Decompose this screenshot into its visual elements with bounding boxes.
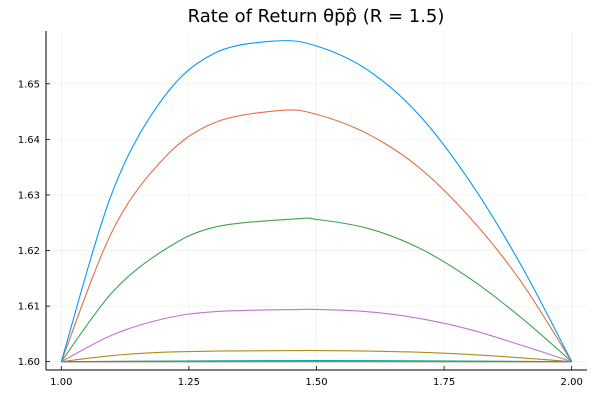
series-line-5 [61,349,572,363]
series-line-1 [60,40,573,362]
y-tick-label: 1.63 [18,190,40,201]
x-tick-label: 1.75 [433,377,455,388]
series-line-6 [61,359,572,363]
y-tick-label: 1.64 [18,135,40,146]
y-tick-label: 1.61 [18,302,40,313]
x-tick-label: 1.00 [50,377,72,388]
y-tick-label: 1.62 [18,246,40,257]
x-tick-label: 2.00 [561,377,583,388]
grid-layer [46,31,587,370]
y-tick-label: 1.60 [18,357,40,368]
chart-title: Rate of Return θp̄p̂ (R = 1.5) [188,6,445,27]
x-tick-label: 1.50 [305,377,327,388]
series-line-3 [60,217,573,363]
series-layer [60,40,573,363]
series-line-2 [60,109,573,362]
x-tick-label: 1.25 [178,377,200,388]
series-line-4 [61,308,572,363]
tick-layer: 1.00 1.25 1.50 1.75 2.00 1.60 1.61 1.62 1.63 1.64… [18,79,583,388]
y-tick-label: 1.65 [18,79,40,90]
